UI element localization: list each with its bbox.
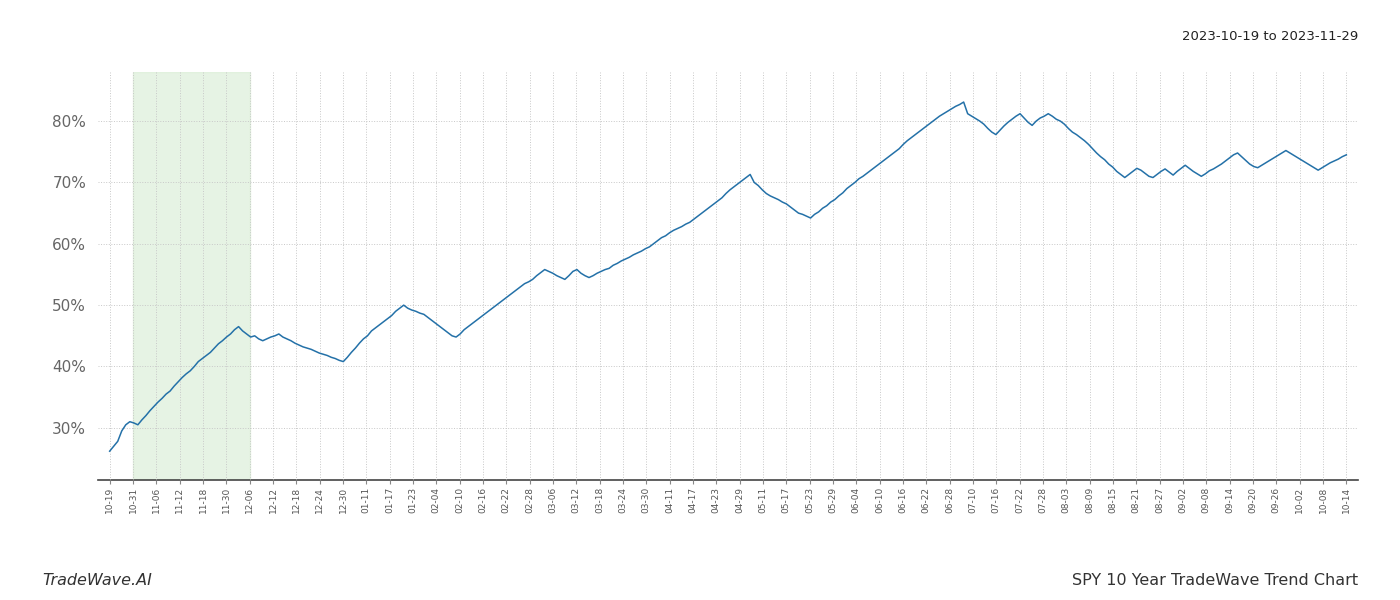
Bar (133, 72, 249, 480)
Text: TradeWave.AI: TradeWave.AI (42, 573, 151, 588)
Text: SPY 10 Year TradeWave Trend Chart: SPY 10 Year TradeWave Trend Chart (1072, 573, 1358, 588)
Text: 2023-10-19 to 2023-11-29: 2023-10-19 to 2023-11-29 (1182, 30, 1358, 43)
